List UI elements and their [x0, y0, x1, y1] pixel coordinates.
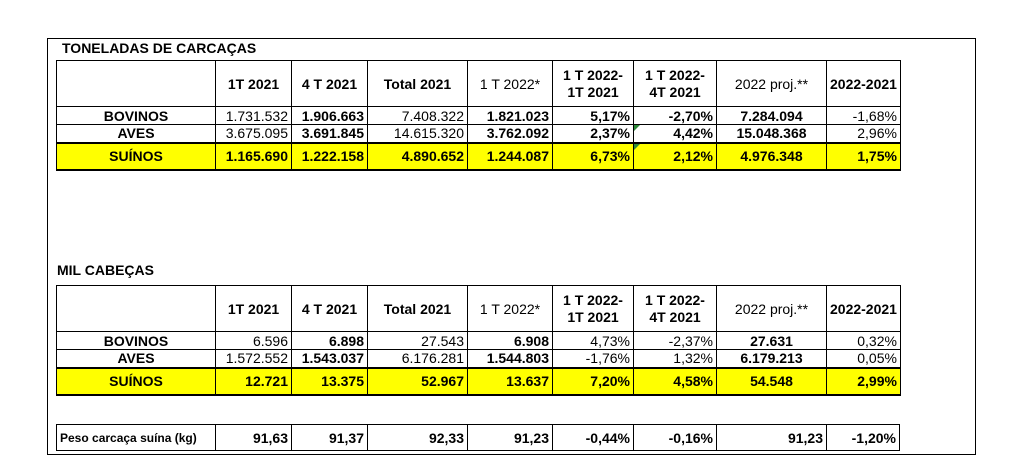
cell: -1,68% — [826, 106, 901, 125]
cell: 0,05% — [826, 349, 901, 368]
cell: 6.898 — [291, 331, 368, 350]
cell: -1,20% — [826, 424, 900, 451]
table-row-peso: Peso carcaça suína (kg) 91,63 91,37 92,3… — [56, 424, 900, 451]
cell: 91,63 — [215, 424, 292, 451]
header-2022-2021: 2022-2021 — [826, 285, 901, 332]
cell: 4,58% — [633, 366, 717, 396]
tonnes-table: 1T 2021 4 T 2021 Total 2021 1 T 2022* 1 … — [56, 60, 901, 171]
row-label: AVES — [56, 349, 216, 368]
header-blank — [56, 285, 216, 332]
cell: 1.906.663 — [291, 106, 368, 125]
cell: 3.675.095 — [215, 124, 292, 143]
cell: 3.691.845 — [291, 124, 368, 143]
header-var-1t: 1 T 2022- 1T 2021 — [552, 285, 634, 332]
cell: 0,32% — [826, 331, 901, 350]
header-blank — [56, 60, 216, 107]
cell: 6.176.281 — [367, 349, 468, 368]
cell: 27.543 — [367, 331, 468, 350]
header-4t2021: 4 T 2021 — [291, 60, 368, 107]
cell: 91,23 — [467, 424, 553, 451]
row-label: Peso carcaça suína (kg) — [56, 424, 216, 451]
cell: -0,44% — [552, 424, 634, 451]
table-row-bovinos: BOVINOS 6.596 6.898 27.543 6.908 4,73% -… — [56, 331, 901, 350]
cell: 1,32% — [633, 349, 717, 368]
cell: 1.572.552 — [215, 349, 292, 368]
cell: 1.244.087 — [467, 141, 553, 171]
row-label: SUÍNOS — [56, 366, 216, 396]
cell: 3.762.092 — [467, 124, 553, 143]
cell: 1,75% — [826, 141, 901, 171]
cell: 4.976.348 — [716, 141, 827, 171]
cell: 4.890.652 — [367, 141, 468, 171]
cell: 14.615.320 — [367, 124, 468, 143]
cell: 6.596 — [215, 331, 292, 350]
row-label: BOVINOS — [56, 106, 216, 125]
header-var-1t: 1 T 2022- 1T 2021 — [552, 60, 634, 107]
cell: 54.548 — [716, 366, 827, 396]
header-4t2021: 4 T 2021 — [291, 285, 368, 332]
cell: 13.637 — [467, 366, 553, 396]
cell: 2,96% — [826, 124, 901, 143]
cell: 7.284.094 — [716, 106, 827, 125]
cell: 91,23 — [716, 424, 827, 451]
header-var-4t: 1 T 2022- 4T 2021 — [633, 285, 717, 332]
header-2022-2021: 2022-2021 — [826, 60, 901, 107]
cell: -2,70% — [633, 106, 717, 125]
cell: 52.967 — [367, 366, 468, 396]
header-1t2021: 1T 2021 — [215, 285, 292, 332]
table-header-row: 1T 2021 4 T 2021 Total 2021 1 T 2022* 1 … — [56, 285, 901, 332]
cell: -1,76% — [552, 349, 634, 368]
cell: 1.222.158 — [291, 141, 368, 171]
cell: 2,12% — [633, 141, 717, 171]
report-frame — [47, 38, 976, 455]
header-1t2022: 1 T 2022* — [467, 285, 553, 332]
cell: 2,99% — [826, 366, 901, 396]
table-row-bovinos: BOVINOS 1.731.532 1.906.663 7.408.322 1.… — [56, 106, 901, 125]
cell: -0,16% — [633, 424, 717, 451]
cell: 1.543.037 — [291, 349, 368, 368]
row-label: AVES — [56, 124, 216, 143]
cell: 4,73% — [552, 331, 634, 350]
cell: 1.821.023 — [467, 106, 553, 125]
row-label: SUÍNOS — [56, 141, 216, 171]
row-label: BOVINOS — [56, 331, 216, 350]
cell: 1.731.532 — [215, 106, 292, 125]
cell: 5,17% — [552, 106, 634, 125]
cell: 27.631 — [716, 331, 827, 350]
heads-table: 1T 2021 4 T 2021 Total 2021 1 T 2022* 1 … — [56, 285, 901, 396]
cell: 12.721 — [215, 366, 292, 396]
section2-title: MIL CABEÇAS — [57, 262, 154, 278]
table-header-row: 1T 2021 4 T 2021 Total 2021 1 T 2022* 1 … — [56, 60, 901, 107]
cell: 2,37% — [552, 124, 634, 143]
cell: -2,37% — [633, 331, 717, 350]
cell: 4,42% — [633, 124, 717, 143]
peso-table: Peso carcaça suína (kg) 91,63 91,37 92,3… — [56, 424, 900, 451]
header-1t2022: 1 T 2022* — [467, 60, 553, 107]
header-total2021: Total 2021 — [367, 285, 468, 332]
header-proj: 2022 proj.** — [716, 60, 827, 107]
header-var-4t: 1 T 2022- 4T 2021 — [633, 60, 717, 107]
cell: 7.408.322 — [367, 106, 468, 125]
cell: 13.375 — [291, 366, 368, 396]
header-total2021: Total 2021 — [367, 60, 468, 107]
cell: 7,20% — [552, 366, 634, 396]
header-1t2021: 1T 2021 — [215, 60, 292, 107]
header-proj: 2022 proj.** — [716, 285, 827, 332]
table-row-suinos: SUÍNOS 1.165.690 1.222.158 4.890.652 1.2… — [56, 141, 901, 171]
cell: 15.048.368 — [716, 124, 827, 143]
section1-title: TONELADAS DE CARCAÇAS — [62, 40, 257, 56]
table-row-aves: AVES 1.572.552 1.543.037 6.176.281 1.544… — [56, 349, 901, 368]
table-row-aves: AVES 3.675.095 3.691.845 14.615.320 3.76… — [56, 124, 901, 143]
cell: 6,73% — [552, 141, 634, 171]
table-row-suinos: SUÍNOS 12.721 13.375 52.967 13.637 7,20%… — [56, 366, 901, 396]
cell: 1.165.690 — [215, 141, 292, 171]
cell: 1.544.803 — [467, 349, 553, 368]
cell: 6.908 — [467, 331, 553, 350]
cell: 6.179.213 — [716, 349, 827, 368]
cell: 91,37 — [291, 424, 368, 451]
cell: 92,33 — [367, 424, 468, 451]
